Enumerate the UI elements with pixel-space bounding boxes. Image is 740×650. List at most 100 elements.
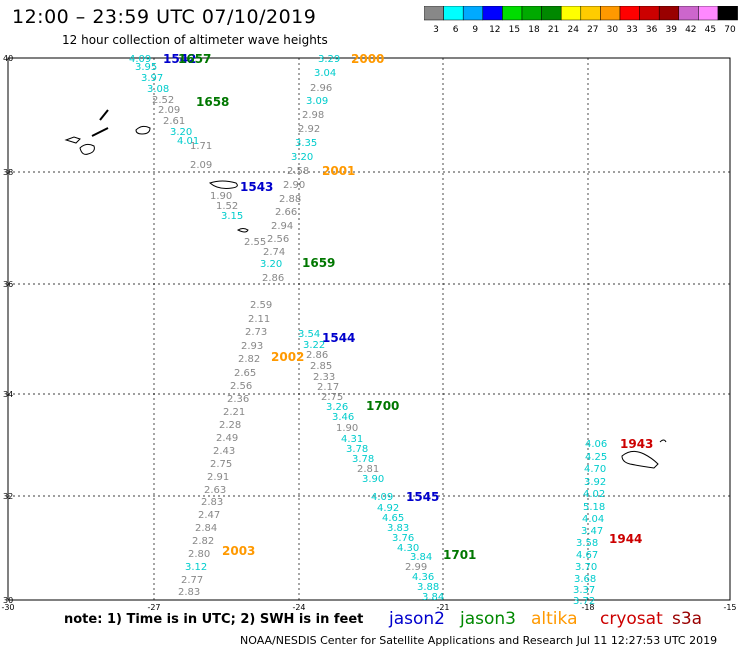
scale-label: 21 [548,25,559,34]
wave-height-value: 4.65 [382,513,404,524]
lon-label: -27 [147,603,160,610]
wave-height-value: 2.80 [188,549,210,560]
wave-height-value: 2.28 [219,420,241,431]
wave-height-value: 3.47 [581,526,603,537]
wave-height-value: 4.04 [582,514,604,525]
wave-height-value: 2.09 [190,160,212,171]
wave-height-value: 2.86 [306,350,328,361]
scale-label: 24 [567,25,579,34]
satellite-legend-item: altika [531,609,578,629]
wave-height-value: 4.70 [584,464,606,475]
wave-height-value: 5.18 [583,502,605,513]
pass-time-label: 2000 [351,52,384,66]
wave-height-value: 4.92 [377,503,399,514]
wave-height-value: 2.11 [248,314,270,325]
scale-label: 70 [724,25,736,34]
azores-island-4 [99,109,109,121]
wave-height-value: 2.65 [234,368,256,379]
lat-label: 38 [3,168,13,177]
wave-height-value: 4.02 [583,489,605,500]
wave-height-value: 2.43 [213,446,235,457]
wave-height-value: 3.95 [135,62,157,73]
islands [64,109,667,469]
azores-island-3 [91,127,109,137]
credit-line: NOAA/NESDIS Center for Satellite Applica… [240,634,718,647]
lon-label: -15 [723,603,736,610]
wave-height-value: 3.78 [346,444,368,455]
pass-time-label: 1700 [366,399,399,413]
wave-height-value: 2.49 [216,433,238,444]
pass-time-label: 2002 [271,350,304,364]
map-frame [7,57,731,601]
scale-label: 39 [665,25,677,34]
wave-height-value: 2.88 [279,194,301,205]
pass-time-label: 1543 [240,180,273,194]
pass-time-label: 1545 [406,490,439,504]
satellite-legend-item: s3a [672,609,703,629]
satellite-legend-item: cryosat [600,609,663,629]
satellite-legend-item: jason3 [460,609,516,629]
pass-time-label: 1944 [609,532,642,546]
wave-height-value: 3.20 [170,127,192,138]
wave-height-value: 2.59 [250,300,272,311]
wave-height-value: 3.84 [410,552,432,563]
wave-height-map: 4.093.953.973.082.522.092.613.204.011.71… [1,52,736,610]
wave-height-value: 3.78 [352,454,374,465]
scale-label: 45 [705,25,716,34]
azores-island-5 [135,125,151,135]
scale-label: 33 [626,25,637,34]
satellite-legend-item: jason2 [389,609,445,629]
wave-height-value: 2.63 [204,485,226,496]
lat-label: 32 [3,492,13,501]
wave-height-values: 4.093.953.973.082.522.092.613.204.011.71… [129,54,607,607]
pass-time-label: 1943 [620,437,653,451]
wave-height-value: 3.35 [295,138,317,149]
wave-height-value: 3.68 [574,574,596,585]
wave-height-value: 2.96 [310,83,332,94]
wave-height-value: 2.82 [238,354,260,365]
wave-height-value: 4.09 [371,492,393,503]
wave-height-value: 3.88 [417,582,439,593]
wave-height-value: 4.09 [129,54,151,65]
lon-label: -24 [292,603,305,610]
wave-height-value: 2.75 [321,392,343,403]
pass-time-label: 1701 [443,548,476,562]
scale-label: 30 [607,25,619,34]
wave-height-value: 2.81 [357,464,379,475]
wave-height-value: 2.83 [178,587,200,598]
wave-height-value: 3.09 [306,96,328,107]
wave-height-value: 2.09 [158,105,180,116]
wave-height-value: 3.37 [573,585,595,596]
wave-height-value: 2.82 [192,536,214,547]
wave-height-value: 1.90 [210,191,232,202]
map-title: 12:00 – 23:59 UTC 07/10/2019 [12,6,317,28]
wave-height-value: 4.01 [177,136,199,147]
wave-height-value: 3.29 [318,54,340,65]
wave-height-value: 4.67 [576,550,598,561]
wave-height-value: 3.46 [332,412,354,423]
wave-height-value: 1.52 [216,201,238,212]
lat-label: 30 [3,596,13,605]
wave-height-value: 4.25 [585,452,607,463]
scale-label: 36 [646,25,658,34]
lon-label: -18 [581,603,594,610]
wave-height-value: 2.21 [223,407,245,418]
wave-height-value: 3.20 [291,152,313,163]
wave-height-value: 3.84 [422,592,444,603]
wave-height-value: 2.33 [313,372,335,383]
wave-height-value: 2.55 [244,237,266,248]
wave-height-value: 2.52 [152,95,174,106]
wave-height-value: 2.84 [195,523,217,534]
lat-label: 40 [3,54,13,63]
wave-height-value: 1.71 [190,141,212,152]
map-subtitle: 12 hour collection of altimeter wave hei… [62,33,328,47]
scale-label: 9 [472,25,478,34]
wave-height-value: 2.98 [302,110,324,121]
scale-label: 42 [685,25,696,34]
pass-time-label: 1659 [302,256,335,270]
wave-height-value: 2.94 [271,221,293,232]
pass-time-label: 1544 [322,331,355,345]
wave-height-value: 2.56 [230,381,252,392]
wave-height-value: 2.36 [227,394,249,405]
